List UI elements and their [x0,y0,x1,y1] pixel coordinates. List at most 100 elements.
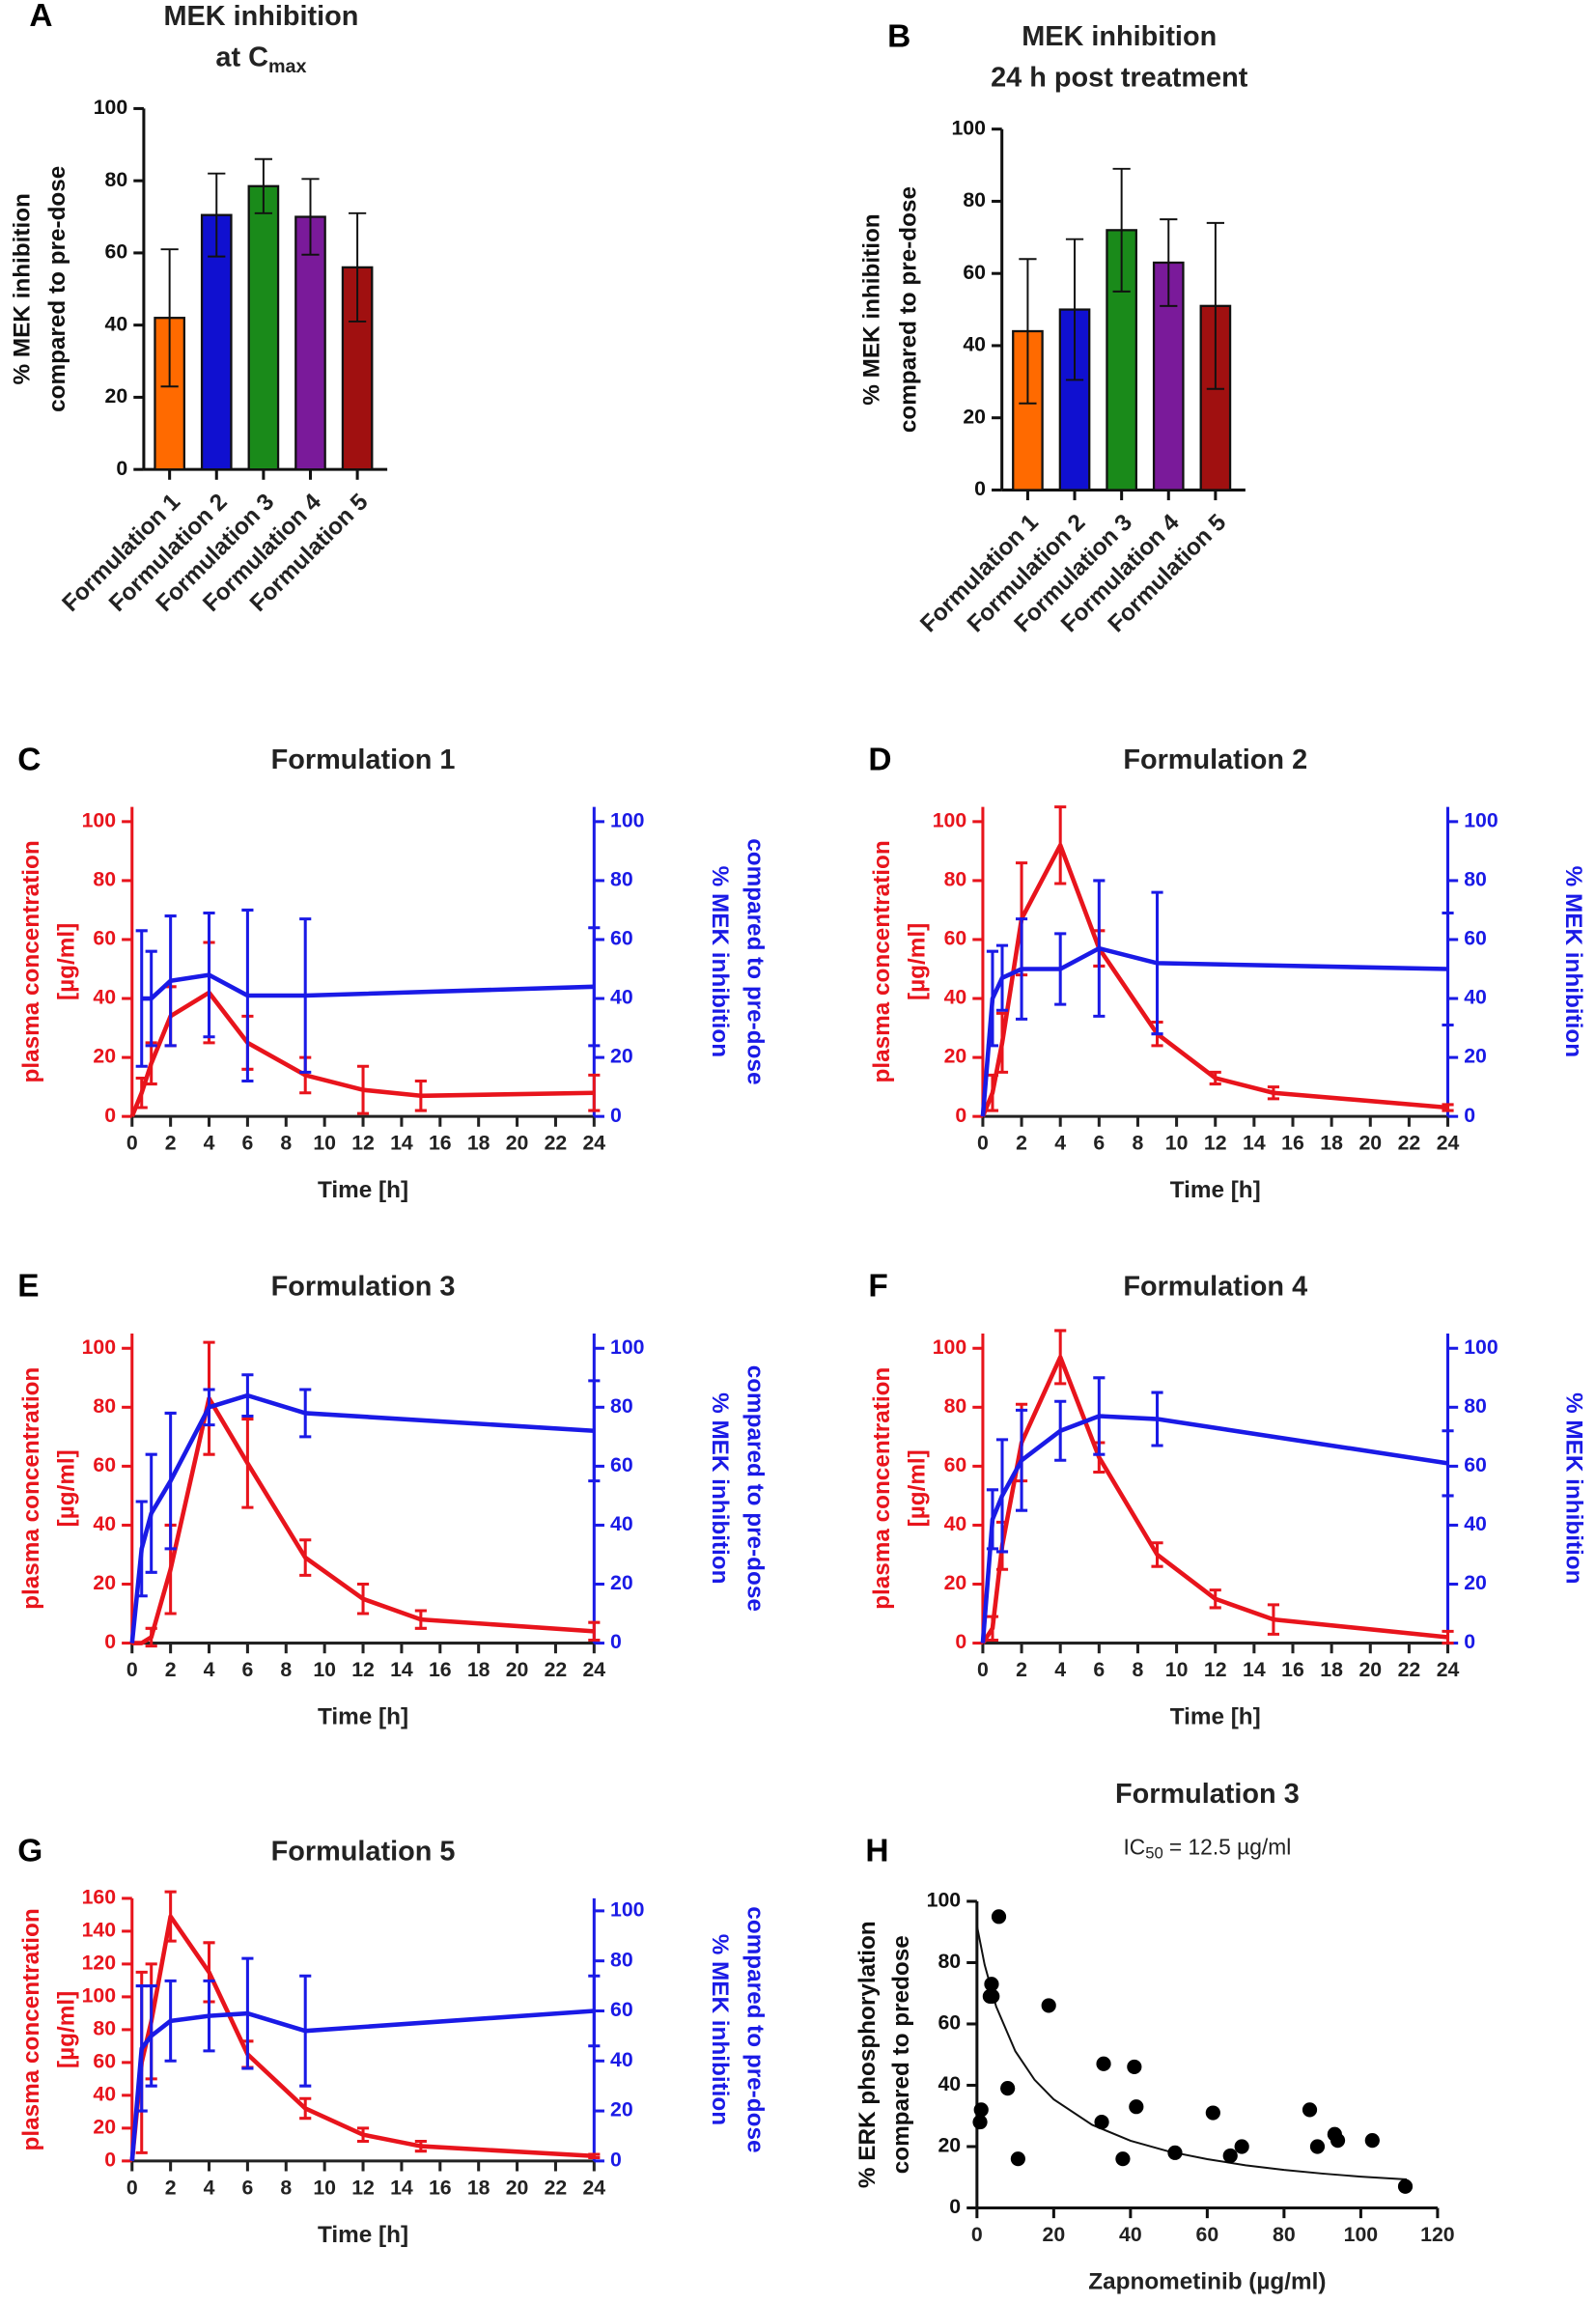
y-tick-label: 100 [951,116,985,139]
x-tick-label: 8 [1133,1658,1144,1681]
x-tick-label: 10 [1165,1132,1189,1155]
x-tick-label: 100 [1344,2223,1378,2246]
y-tick-label: 0 [610,2148,622,2171]
y-axis-label: % MEK inhibition [707,1392,733,1584]
y-axis-label: plasma concentration [18,1908,44,2150]
x-tick-label: 4 [1054,1132,1066,1155]
y-tick-label: 40 [938,2072,961,2095]
x-tick-label: 6 [241,2176,253,2199]
annotation-subscript: 50 [1145,1844,1163,1863]
point [1129,2099,1144,2115]
x-tick-label: 0 [126,1132,138,1155]
point [991,1909,1007,1925]
y-tick-label: 40 [610,1512,633,1535]
y-tick-label: 100 [933,808,966,831]
y-tick-label: 80 [1464,1394,1487,1418]
point [1397,2178,1414,2194]
y-tick-label: 60 [944,1453,967,1476]
x-tick-label: 4 [204,2176,215,2199]
series-line [129,2009,595,2162]
y-tick-label: 40 [1464,986,1487,1009]
x-tick-label: 16 [429,1658,452,1681]
x-tick-label: 16 [429,1132,452,1155]
annotation: IC50 = 12.5 µg/ml [1123,1834,1291,1862]
point [1096,2056,1111,2071]
point [1000,2081,1016,2096]
y-tick-label: 60 [105,240,128,264]
x-tick-label: 12 [1204,1658,1227,1681]
error-bar [348,211,367,323]
error-bar [301,178,320,256]
series-line [980,843,1448,1118]
point [1115,2151,1131,2167]
x-tick-label: 24 [583,1132,606,1155]
x-tick-label: 0 [977,1658,989,1681]
y-tick-label: 0 [955,1104,966,1127]
x-tick-label: 0 [126,1658,138,1681]
x-tick-label: 16 [1281,1132,1304,1155]
error-bar [1065,238,1084,381]
y-tick-label: 0 [1464,1630,1475,1653]
y-tick-label: 0 [610,1104,622,1127]
panel-letter: F [868,1269,887,1305]
y-axis-label: % ERK phosphorylation [854,1921,881,2188]
y-tick-label: 60 [610,927,633,950]
error-bar [588,1073,601,1112]
chart-title: at Cmax [215,42,306,77]
point [1127,2059,1142,2075]
x-tick-label: 18 [1320,1132,1343,1155]
y-tick-label: 80 [105,168,128,191]
error-bar [135,929,148,1068]
y-tick-label: 20 [93,2115,116,2138]
y-tick-label: 100 [610,808,644,831]
x-tick-label: 0 [971,2223,983,2246]
x-tick-label: 2 [165,1132,177,1155]
y-tick-label: 60 [944,927,967,950]
chart-title: 24 h post treatment [991,63,1248,94]
y-tick-label: 60 [1464,1453,1487,1476]
x-tick-label: 6 [241,1132,253,1155]
chart-title: Formulation 3 [271,1272,456,1303]
y-axis-label: [µg/ml] [53,1991,79,2068]
x-tick-label: 20 [506,1132,529,1155]
y-tick-label: 80 [963,188,986,211]
y-tick-label: 20 [1464,1571,1487,1594]
y-tick-label: 0 [104,1104,116,1127]
y-tick-label: 100 [610,1897,644,1921]
y-tick-label: 100 [82,1984,116,2008]
y-tick-label: 100 [94,96,127,119]
y-tick-label: 60 [93,927,116,950]
x-tick-label: 16 [429,2176,452,2199]
x-tick-label: 40 [1119,2223,1142,2246]
y-tick-label: 20 [105,384,128,407]
y-tick-label: 80 [944,1394,967,1418]
x-tick-label: 18 [467,2176,490,2199]
x-tick-label: 22 [545,1658,568,1681]
point [1094,2114,1109,2130]
y-tick-label: 0 [949,2195,961,2218]
point [1302,2102,1318,2118]
x-tick-label: 12 [351,2176,375,2199]
y-axis-label: [µg/ml] [905,923,931,1000]
chart-title: MEK inhibition [163,1,358,32]
x-axis-label: Time [h] [1170,1703,1261,1729]
x-tick-label: 2 [165,1658,177,1681]
x-tick-label: 8 [1133,1132,1144,1155]
panel-letter: D [868,742,891,777]
point [1167,2145,1183,2160]
panel-letter: E [17,1269,39,1305]
bar [341,266,374,471]
y-tick-label: 80 [93,868,116,891]
point [973,2102,989,2118]
y-axis-label: [µg/ml] [53,923,79,1000]
y-axis-label: [µg/ml] [53,1449,79,1527]
series-line [131,1395,595,1645]
y-tick-label: 60 [610,1453,633,1476]
y-tick-label: 40 [93,986,116,1009]
x-tick-label: 16 [1281,1658,1304,1681]
error-bar [588,926,601,1048]
x-tick-label: 18 [467,1658,490,1681]
series-line [981,1355,1448,1644]
y-tick-label: 40 [93,2082,116,2105]
y-tick-label: 40 [105,312,128,335]
